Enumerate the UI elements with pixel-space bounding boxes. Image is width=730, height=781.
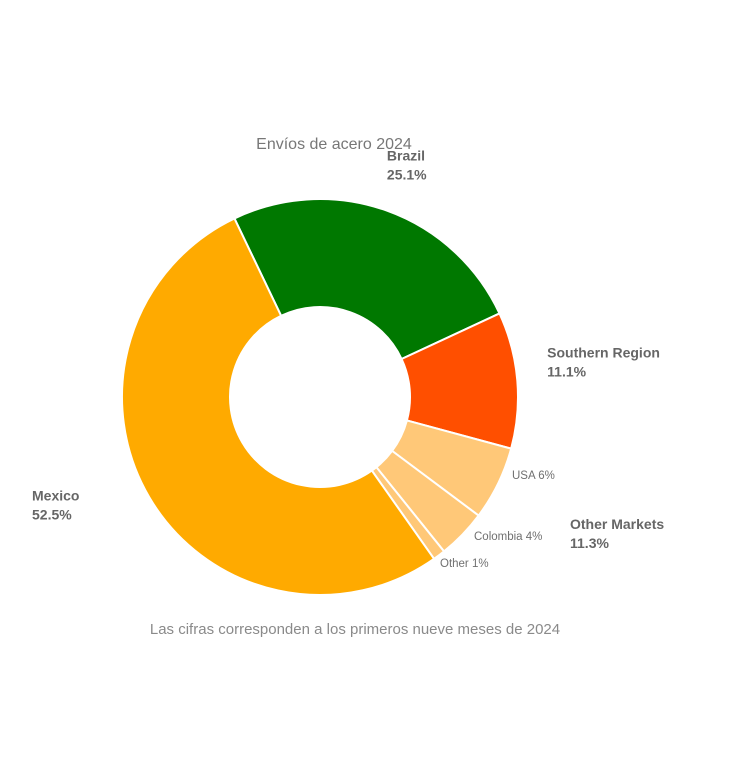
label-other-markets: Other Markets 11.3%: [570, 516, 664, 551]
label-southern-region: Southern Region 11.1%: [547, 344, 660, 379]
label-other: Other 1%: [440, 558, 489, 570]
slice-labels: Brazil 25.1% Southern Region 11.1% Mexico 52.…: [32, 147, 664, 570]
label-usa: USA 6%: [512, 470, 555, 482]
slice-mexico: [121, 217, 436, 596]
donut-slices: [121, 198, 519, 596]
label-brazil: Brazil 25.1%: [387, 147, 427, 182]
label-mexico: Mexico 52.5%: [32, 487, 79, 522]
slice-brazil: [233, 198, 501, 361]
chart-title: Envíos de acero 2024: [256, 136, 412, 153]
chart-footnote: Las cifras corresponden a los primeros n…: [150, 621, 560, 638]
label-colombia: Colombia 4%: [474, 531, 542, 543]
